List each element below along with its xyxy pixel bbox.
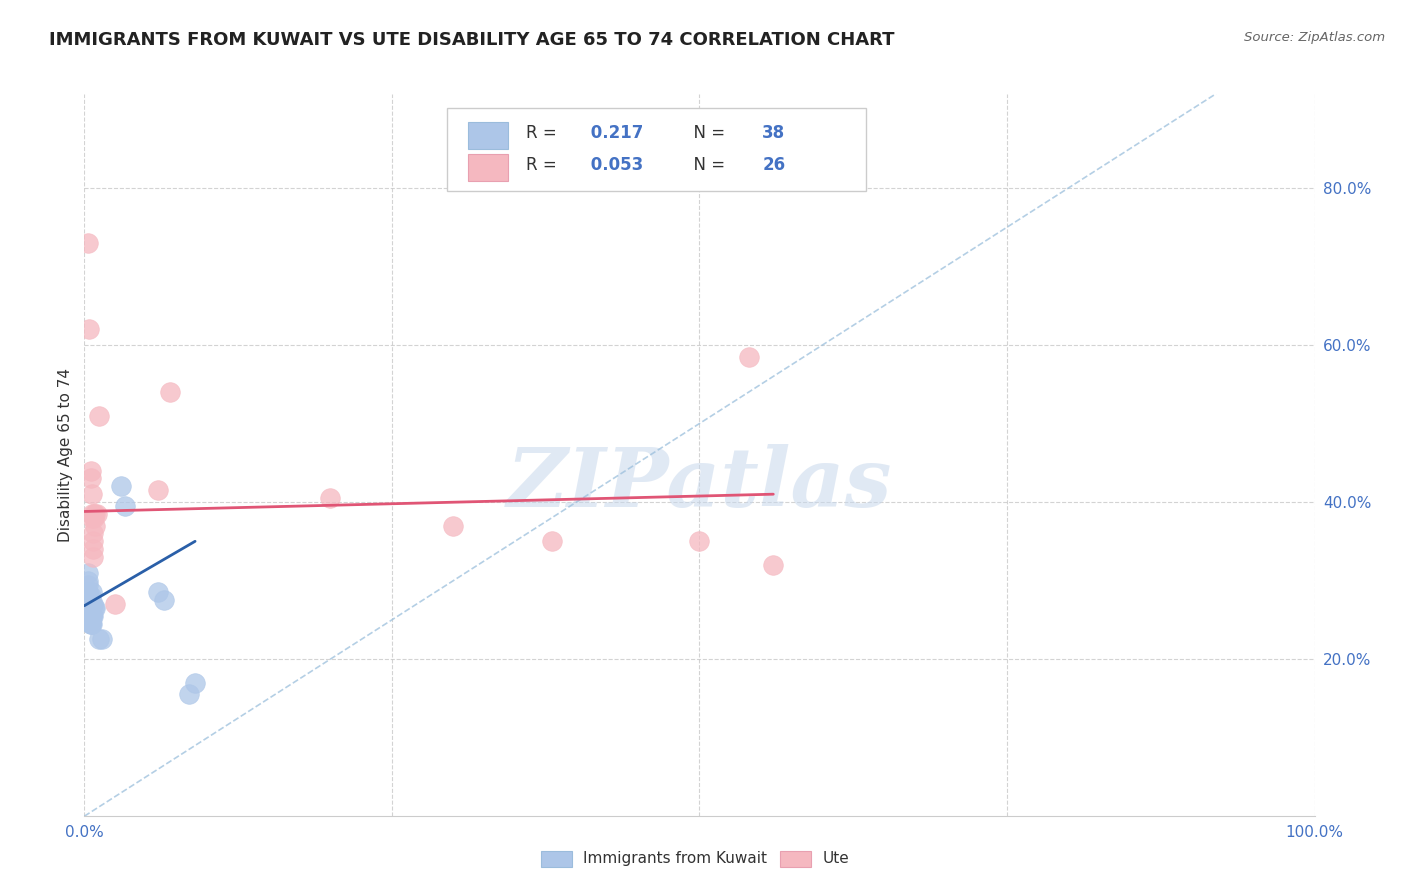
Point bbox=[689, 534, 711, 549]
Point bbox=[319, 491, 342, 505]
FancyBboxPatch shape bbox=[447, 108, 866, 191]
Text: Ute: Ute bbox=[823, 852, 849, 866]
Point bbox=[79, 597, 101, 611]
Point bbox=[87, 632, 111, 647]
Point bbox=[79, 608, 101, 623]
Text: ZIPatlas: ZIPatlas bbox=[506, 444, 893, 524]
Text: N =: N = bbox=[683, 124, 731, 143]
Point bbox=[80, 608, 103, 623]
Point bbox=[82, 549, 104, 564]
Point bbox=[82, 597, 104, 611]
Point bbox=[114, 499, 136, 513]
Point bbox=[84, 601, 107, 615]
Text: 0.053: 0.053 bbox=[585, 156, 644, 174]
Point bbox=[80, 510, 103, 524]
Text: Immigrants from Kuwait: Immigrants from Kuwait bbox=[583, 852, 768, 866]
Point bbox=[79, 605, 101, 619]
Point bbox=[184, 675, 207, 690]
Point bbox=[79, 597, 101, 611]
Point bbox=[77, 585, 100, 599]
Point bbox=[84, 507, 107, 521]
Point bbox=[82, 526, 104, 541]
Point bbox=[153, 593, 176, 607]
Text: 0.217: 0.217 bbox=[585, 124, 644, 143]
Text: 26: 26 bbox=[762, 156, 786, 174]
Point bbox=[80, 487, 103, 501]
Point bbox=[79, 593, 101, 607]
Point bbox=[79, 605, 101, 619]
Text: 38: 38 bbox=[762, 124, 786, 143]
Text: R =: R = bbox=[526, 156, 562, 174]
Point bbox=[762, 558, 785, 572]
Point bbox=[83, 510, 105, 524]
Point bbox=[87, 409, 111, 423]
Point bbox=[79, 589, 101, 603]
Point bbox=[79, 616, 101, 631]
Point bbox=[79, 601, 101, 615]
Point bbox=[77, 605, 100, 619]
Point bbox=[82, 542, 104, 557]
Point bbox=[80, 597, 103, 611]
Point bbox=[80, 601, 103, 615]
Text: N =: N = bbox=[683, 156, 731, 174]
Point bbox=[86, 507, 108, 521]
Point bbox=[77, 235, 100, 250]
Point bbox=[79, 616, 101, 631]
Point bbox=[84, 518, 107, 533]
Point bbox=[738, 350, 761, 364]
Point bbox=[90, 632, 112, 647]
Point bbox=[77, 574, 100, 588]
Point bbox=[541, 534, 564, 549]
Point bbox=[159, 385, 181, 400]
Point bbox=[104, 597, 127, 611]
Text: Source: ZipAtlas.com: Source: ZipAtlas.com bbox=[1244, 31, 1385, 45]
Point bbox=[83, 601, 105, 615]
Point bbox=[177, 688, 200, 702]
Y-axis label: Disability Age 65 to 74: Disability Age 65 to 74 bbox=[58, 368, 73, 542]
Point bbox=[148, 483, 170, 498]
Point bbox=[80, 507, 103, 521]
Text: IMMIGRANTS FROM KUWAIT VS UTE DISABILITY AGE 65 TO 74 CORRELATION CHART: IMMIGRANTS FROM KUWAIT VS UTE DISABILITY… bbox=[49, 31, 894, 49]
Point bbox=[83, 507, 105, 521]
Point bbox=[79, 601, 101, 615]
Point bbox=[77, 597, 100, 611]
Point bbox=[148, 585, 170, 599]
Bar bbox=[468, 122, 508, 149]
Point bbox=[77, 601, 100, 615]
Point bbox=[79, 613, 101, 627]
Point bbox=[82, 534, 104, 549]
Point bbox=[79, 471, 101, 485]
Point bbox=[77, 566, 100, 580]
Point bbox=[443, 518, 465, 533]
Bar bbox=[468, 153, 508, 181]
Point bbox=[79, 464, 101, 478]
Point bbox=[79, 322, 101, 336]
Point bbox=[80, 616, 103, 631]
Point bbox=[80, 585, 103, 599]
Point bbox=[82, 608, 104, 623]
Point bbox=[80, 608, 103, 623]
Point bbox=[110, 479, 132, 493]
Text: R =: R = bbox=[526, 124, 562, 143]
Point bbox=[77, 577, 100, 591]
Point bbox=[79, 589, 101, 603]
